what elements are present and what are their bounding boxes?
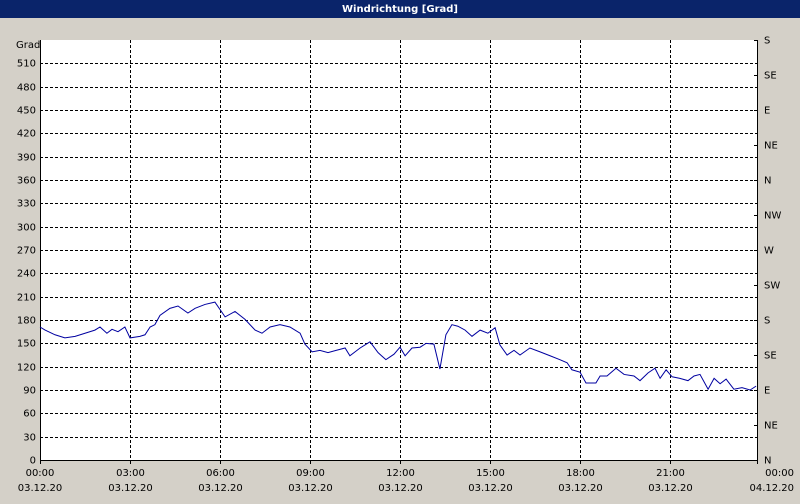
y-axis-label: Grad <box>16 40 40 51</box>
x-tick-date: 04.12.20 <box>749 483 794 494</box>
x-tick-date: 03.12.20 <box>288 483 333 494</box>
y2-tick-label: NW <box>764 211 781 222</box>
y-tick-label: 150 <box>17 339 36 350</box>
y-tick-label: 450 <box>17 106 36 117</box>
x-tick-label: 00:00 <box>26 468 55 479</box>
y-tick-label: 0 <box>30 456 36 467</box>
y2-tick-label: SE <box>764 351 777 362</box>
y-tick-label: 60 <box>23 409 36 420</box>
y-tick-label: 480 <box>17 83 36 94</box>
y-tick-label: 90 <box>23 386 36 397</box>
x-tick-label: 15:00 <box>476 468 505 479</box>
y-tick-label: 360 <box>17 176 36 187</box>
plot-area <box>40 40 758 460</box>
y2-tick-label: N <box>764 176 771 187</box>
x-tick-label: 18:00 <box>566 468 595 479</box>
y-tick-label: 420 <box>17 129 36 140</box>
x-tick-label: 09:00 <box>296 468 325 479</box>
y-tick-label: 510 <box>17 59 36 70</box>
y-tick-label: 210 <box>17 293 36 304</box>
y-tick-label: 30 <box>23 433 36 444</box>
x-tick-label: 00:00 <box>765 468 794 479</box>
x-tick-date: 03.12.20 <box>378 483 423 494</box>
title-bar <box>0 0 800 18</box>
y2-tick-label: W <box>764 246 774 257</box>
y2-tick-label: SW <box>764 281 780 292</box>
x-tick-date: 03.12.20 <box>198 483 243 494</box>
y2-tick-label: SE <box>764 71 777 82</box>
y2-tick-label: NE <box>764 141 778 152</box>
x-tick-date: 03.12.20 <box>18 483 63 494</box>
x-tick-date: 03.12.20 <box>468 483 513 494</box>
y-tick-label: 270 <box>17 246 36 257</box>
x-tick-date: 03.12.20 <box>558 483 603 494</box>
y-tick-label: 330 <box>17 199 36 210</box>
y2-tick-label: E <box>764 386 770 397</box>
x-tick-label: 21:00 <box>656 468 685 479</box>
y-tick-label: 240 <box>17 269 36 280</box>
y-tick-label: 120 <box>17 363 36 374</box>
y2-tick-label: E <box>764 106 770 117</box>
x-tick-label: 12:00 <box>386 468 415 479</box>
chart-title: Windrichtung [Grad] <box>342 4 458 15</box>
y2-tick-label: S <box>764 36 770 47</box>
y-tick-label: 390 <box>17 153 36 164</box>
y2-tick-label: S <box>764 316 770 327</box>
data-line <box>39 301 757 391</box>
x-tick-date: 03.12.20 <box>108 483 153 494</box>
y2-tick-label: N <box>764 456 771 467</box>
y2-tick-label: NE <box>764 421 778 432</box>
x-tick-date: 03.12.20 <box>648 483 693 494</box>
x-tick-label: 03:00 <box>116 468 145 479</box>
y-tick-label: 180 <box>17 316 36 327</box>
x-tick-label: 06:00 <box>206 468 235 479</box>
y-tick-label: 300 <box>17 223 36 234</box>
